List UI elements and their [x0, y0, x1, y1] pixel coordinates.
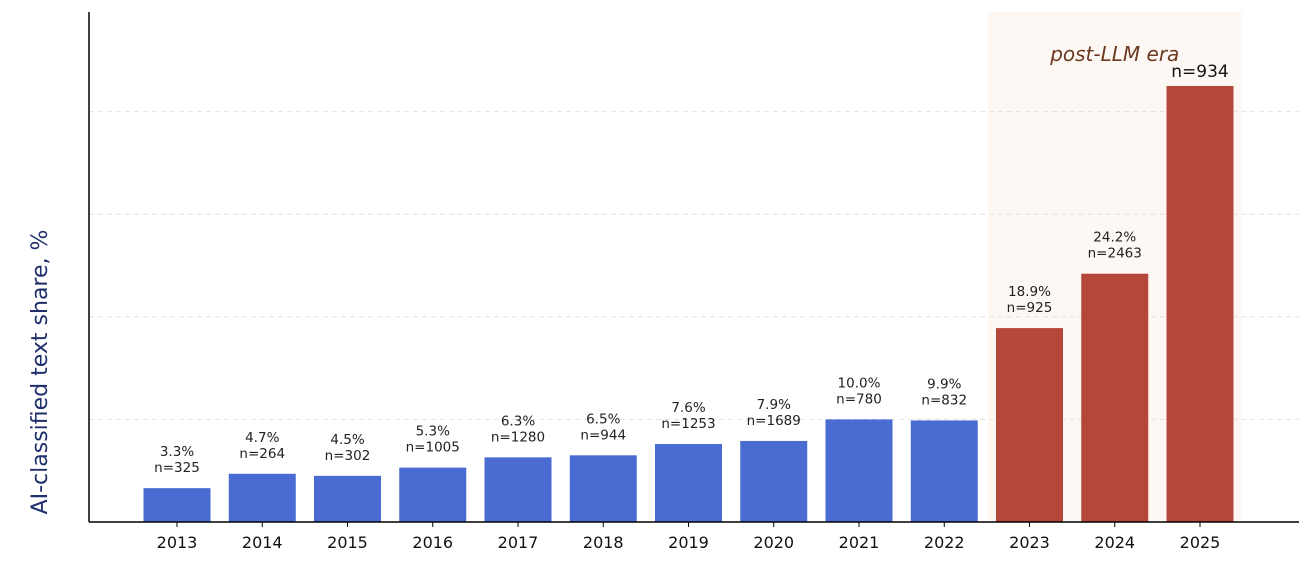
n-label-2015: n=302: [325, 448, 371, 464]
x-tick-label-2018: 2018: [583, 533, 624, 552]
value-label-2023: 18.9%: [1008, 284, 1051, 300]
n-label-2020: n=1689: [747, 413, 801, 429]
x-tick-label-2017: 2017: [498, 533, 539, 552]
n-label-2018: n=944: [580, 427, 626, 443]
value-label-2017: 6.3%: [501, 413, 535, 429]
bar-2021: [825, 419, 893, 522]
n-label-2025: n=934: [1171, 62, 1228, 82]
bar-2014: [228, 473, 296, 522]
value-label-2019: 7.6%: [671, 400, 705, 416]
x-tick-label-2016: 2016: [412, 533, 453, 552]
value-label-2014: 4.7%: [245, 430, 279, 446]
x-tick-label-2025: 2025: [1180, 533, 1221, 552]
bar-2018: [569, 455, 637, 522]
n-label-2024: n=2463: [1088, 246, 1142, 262]
bar-2017: [484, 457, 552, 522]
x-tick-label-2019: 2019: [668, 533, 709, 552]
value-label-2018: 6.5%: [586, 411, 620, 427]
n-label-2013: n=325: [154, 460, 200, 476]
y-axis-label: AI-classified text share, %: [28, 230, 53, 515]
post-llm-annotation: post-LLM era: [1049, 42, 1179, 66]
bar-2025: [1166, 85, 1234, 522]
bar-2015: [314, 475, 381, 522]
x-tick-label-2022: 2022: [924, 533, 965, 552]
n-label-2014: n=264: [239, 446, 285, 462]
x-tick-label-2020: 2020: [753, 533, 794, 552]
value-label-2013: 3.3%: [160, 444, 194, 460]
bar-2019: [655, 444, 722, 522]
value-label-2015: 4.5%: [330, 432, 364, 448]
n-label-2019: n=1253: [661, 416, 715, 432]
bar-2013: [143, 488, 211, 522]
bar-2024: [1081, 273, 1149, 522]
n-label-2016: n=1005: [406, 440, 460, 456]
tick-layer: 2013 2014 2015 2016 2017 2018 2019 2020 2021 2022…: [157, 522, 1221, 552]
x-tick-label-2021: 2021: [839, 533, 880, 552]
value-label-2022: 9.9%: [927, 376, 961, 392]
x-tick-label-2014: 2014: [242, 533, 283, 552]
x-tick-label-2023: 2023: [1009, 533, 1050, 552]
bar-2022: [910, 420, 978, 522]
value-label-2024: 24.2%: [1093, 230, 1136, 246]
x-tick-label-2024: 2024: [1094, 533, 1135, 552]
n-label-2022: n=832: [921, 392, 967, 408]
bar-layer: [143, 85, 1234, 522]
value-label-2020: 7.9%: [757, 397, 791, 413]
x-tick-label-2015: 2015: [327, 533, 368, 552]
x-tick-label-2013: 2013: [157, 533, 198, 552]
n-label-2017: n=1280: [491, 429, 545, 445]
label-layer: 3.3%n=325 4.7%n=264 4.5%n=302 5.3%n=1005 6.3…: [154, 62, 1229, 476]
bar-2020: [740, 440, 808, 522]
bar-2023: [996, 328, 1063, 522]
n-label-2023: n=925: [1007, 300, 1053, 316]
value-label-2016: 5.3%: [416, 424, 450, 440]
bar-2016: [399, 467, 467, 522]
value-label-2021: 10.0%: [838, 375, 881, 391]
n-label-2021: n=780: [836, 391, 882, 407]
